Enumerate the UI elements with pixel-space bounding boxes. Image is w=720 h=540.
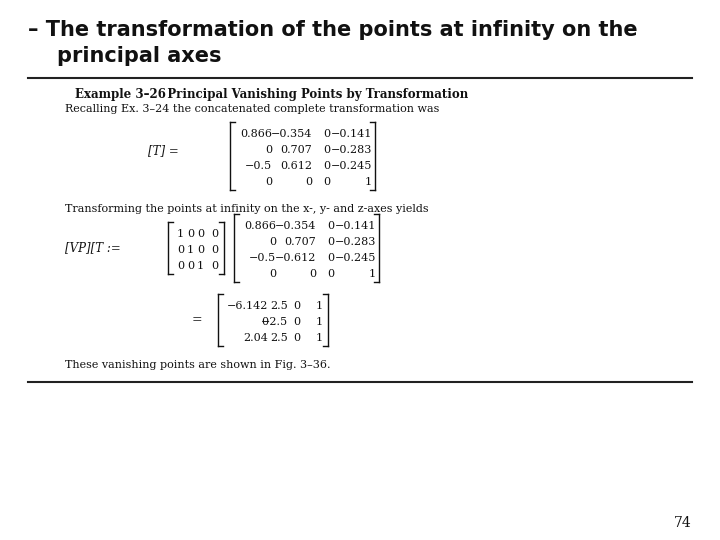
Text: Example 3–26: Example 3–26 — [75, 88, 166, 101]
Text: 1: 1 — [177, 229, 184, 239]
Text: 0: 0 — [211, 261, 218, 271]
Text: −0.5: −0.5 — [245, 161, 272, 171]
Text: 0: 0 — [309, 269, 316, 279]
Text: −6.142: −6.142 — [227, 301, 268, 311]
Text: 0.707: 0.707 — [284, 237, 316, 247]
Text: 0: 0 — [187, 229, 194, 239]
Text: 0: 0 — [323, 145, 330, 155]
Text: =: = — [192, 314, 202, 327]
Text: −0.245: −0.245 — [335, 253, 376, 263]
Text: 0: 0 — [327, 253, 334, 263]
Text: −0.612: −0.612 — [274, 253, 316, 263]
Text: 1: 1 — [365, 177, 372, 187]
Text: 0: 0 — [177, 245, 184, 255]
Text: These vanishing points are shown in Fig. 3–36.: These vanishing points are shown in Fig.… — [65, 360, 330, 370]
Text: 1: 1 — [197, 261, 204, 271]
Text: 0.866: 0.866 — [244, 221, 276, 231]
Text: 0: 0 — [323, 177, 330, 187]
Text: Recalling Ex. 3–24 the concatenated complete transformation was: Recalling Ex. 3–24 the concatenated comp… — [65, 104, 439, 114]
Text: −0.141: −0.141 — [335, 221, 376, 231]
Text: −0.354: −0.354 — [274, 221, 316, 231]
Text: 0: 0 — [211, 229, 218, 239]
Text: Transforming the points at infinity on the x-, y- and z-axes yields: Transforming the points at infinity on t… — [65, 204, 428, 214]
Text: 0: 0 — [293, 333, 300, 343]
Text: 0: 0 — [293, 317, 300, 327]
Text: 0: 0 — [327, 237, 334, 247]
Text: 0: 0 — [177, 261, 184, 271]
Text: −2.5: −2.5 — [261, 317, 288, 327]
Text: −0.283: −0.283 — [330, 145, 372, 155]
Text: 2.04: 2.04 — [243, 333, 268, 343]
Text: 0.612: 0.612 — [280, 161, 312, 171]
Text: −0.245: −0.245 — [330, 161, 372, 171]
Text: Principal Vanishing Points by Transformation: Principal Vanishing Points by Transforma… — [155, 88, 468, 101]
Text: 74: 74 — [674, 516, 692, 530]
Text: 0: 0 — [269, 237, 276, 247]
Text: −0.283: −0.283 — [335, 237, 376, 247]
Text: 0: 0 — [293, 301, 300, 311]
Text: 0: 0 — [269, 269, 276, 279]
Text: 1: 1 — [187, 245, 194, 255]
Text: −0.354: −0.354 — [271, 129, 312, 139]
Text: −0.141: −0.141 — [330, 129, 372, 139]
Text: principal axes: principal axes — [28, 46, 222, 66]
Text: – The transformation of the points at infinity on the: – The transformation of the points at in… — [28, 20, 638, 40]
Text: 2.5: 2.5 — [270, 333, 288, 343]
Text: 0: 0 — [187, 261, 194, 271]
Text: 0: 0 — [197, 245, 204, 255]
Text: 2.5: 2.5 — [270, 301, 288, 311]
Text: 1: 1 — [316, 317, 323, 327]
Text: −0.5: −0.5 — [249, 253, 276, 263]
Text: 0: 0 — [323, 129, 330, 139]
Text: 0: 0 — [261, 317, 268, 327]
Text: 1: 1 — [316, 301, 323, 311]
Text: 0: 0 — [211, 245, 218, 255]
Text: 0.707: 0.707 — [280, 145, 312, 155]
Text: 0: 0 — [197, 229, 204, 239]
Text: 0: 0 — [305, 177, 312, 187]
Text: [T] =: [T] = — [148, 145, 179, 158]
Text: 1: 1 — [369, 269, 376, 279]
Text: 0: 0 — [327, 221, 334, 231]
Text: 0: 0 — [265, 177, 272, 187]
Text: 0: 0 — [323, 161, 330, 171]
Text: 0: 0 — [327, 269, 334, 279]
Text: 0.866: 0.866 — [240, 129, 272, 139]
Text: 1: 1 — [316, 333, 323, 343]
Text: 0: 0 — [265, 145, 272, 155]
Text: [VP][T :=: [VP][T := — [65, 241, 121, 254]
